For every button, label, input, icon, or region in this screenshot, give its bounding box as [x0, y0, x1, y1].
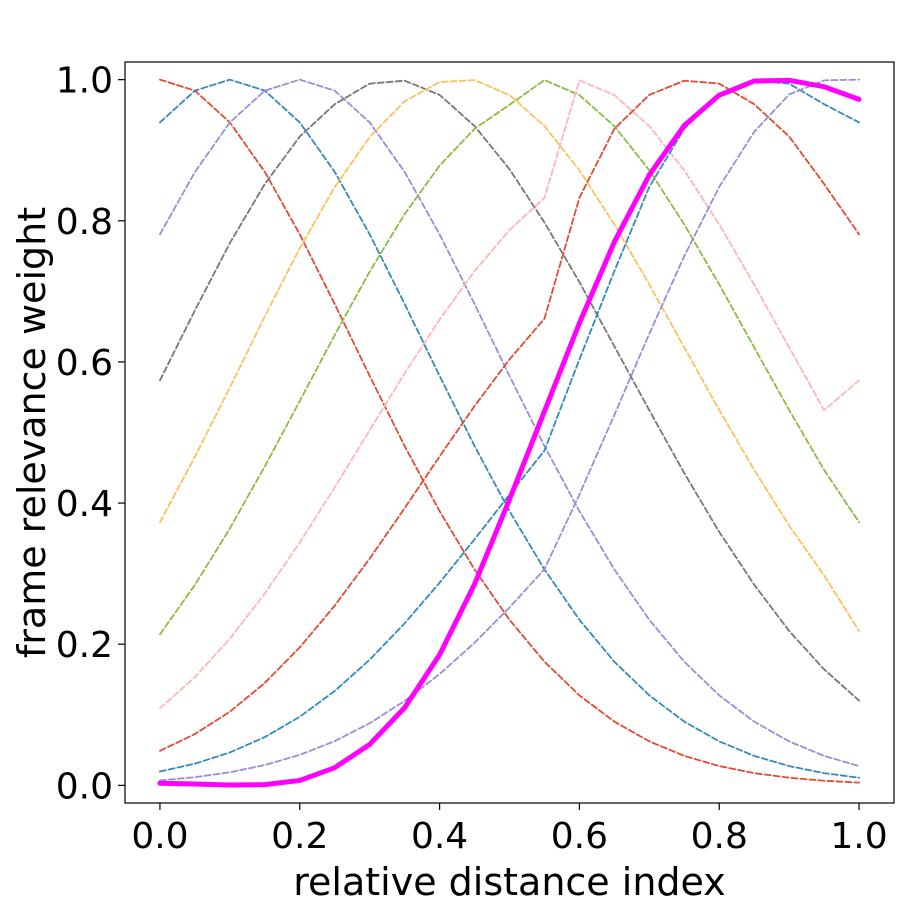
y-tick-label: 0.2 [56, 625, 113, 666]
x-tick-label: 0.6 [551, 816, 608, 857]
series-line-2 [159, 78, 860, 779]
series-line-5 [159, 79, 860, 632]
y-tick-label: 1.0 [56, 61, 113, 102]
x-tick-label: 0.4 [411, 816, 468, 857]
series-line-4 [159, 79, 860, 702]
x-axis-label: relative distance index [293, 860, 725, 904]
y-tick-label: 0.6 [56, 343, 113, 384]
axis-ticks: 0.0 0.2 0.4 0.6 0.8 1.0 0.0 0.2 0.4 0.6 0.8 1.0 [56, 61, 888, 857]
series-line-7 [159, 79, 860, 710]
series-line-1 [159, 78, 860, 784]
chart-lines [157, 77, 862, 788]
y-tick-label: 0.0 [56, 766, 113, 807]
y-tick-label: 0.4 [56, 484, 113, 525]
series-line-10 [159, 78, 860, 782]
series-line-6 [159, 79, 860, 636]
y-tick-label: 0.8 [56, 202, 113, 243]
axes-frame [124, 61, 895, 804]
x-tick-label: 0.8 [691, 816, 748, 857]
x-tick-label: 0.0 [131, 816, 188, 857]
series-line-8 [159, 79, 860, 752]
series-line-3 [159, 78, 860, 767]
x-tick-label: 1.0 [830, 816, 887, 857]
y-axis-label: frame relevance weight [10, 207, 54, 658]
series-line-highlight [157, 77, 862, 788]
x-tick-label: 0.2 [271, 816, 328, 857]
